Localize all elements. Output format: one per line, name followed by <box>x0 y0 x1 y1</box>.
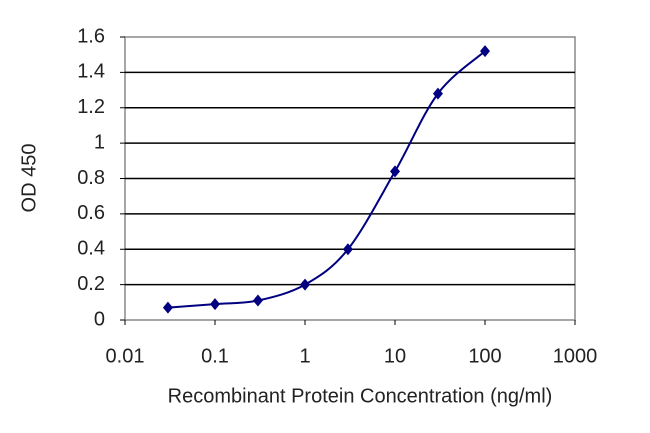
y-tick-label: 1.2 <box>77 96 105 118</box>
data-point <box>162 301 173 314</box>
x-tick-label: 10 <box>384 345 406 367</box>
data-point <box>252 294 263 307</box>
data-point <box>432 87 443 100</box>
data-point <box>480 45 490 58</box>
data-point <box>210 298 220 311</box>
y-tick-label: 0.4 <box>77 238 105 260</box>
y-tick-label: 0.2 <box>77 273 105 295</box>
y-tick-label: 1 <box>94 131 105 153</box>
data-point <box>390 165 400 178</box>
x-tick-label: 1000 <box>553 345 598 367</box>
y-tick-label: 0.8 <box>77 167 105 189</box>
y-axis-label: OD 450 <box>18 144 40 213</box>
x-tick-label: 1 <box>299 345 310 367</box>
y-tick-label: 1.6 <box>77 25 105 47</box>
y-tick-label: 0.6 <box>77 202 105 224</box>
y-tick-label: 0 <box>94 308 105 330</box>
x-axis-label: Recombinant Protein Concentration (ng/ml… <box>168 385 553 407</box>
data-point <box>300 278 310 291</box>
x-tick-label: 0.1 <box>201 345 229 367</box>
x-tick-label: 0.01 <box>106 345 145 367</box>
x-tick-label: 100 <box>468 345 501 367</box>
data-point <box>342 243 353 256</box>
y-tick-label: 1.4 <box>77 61 105 83</box>
